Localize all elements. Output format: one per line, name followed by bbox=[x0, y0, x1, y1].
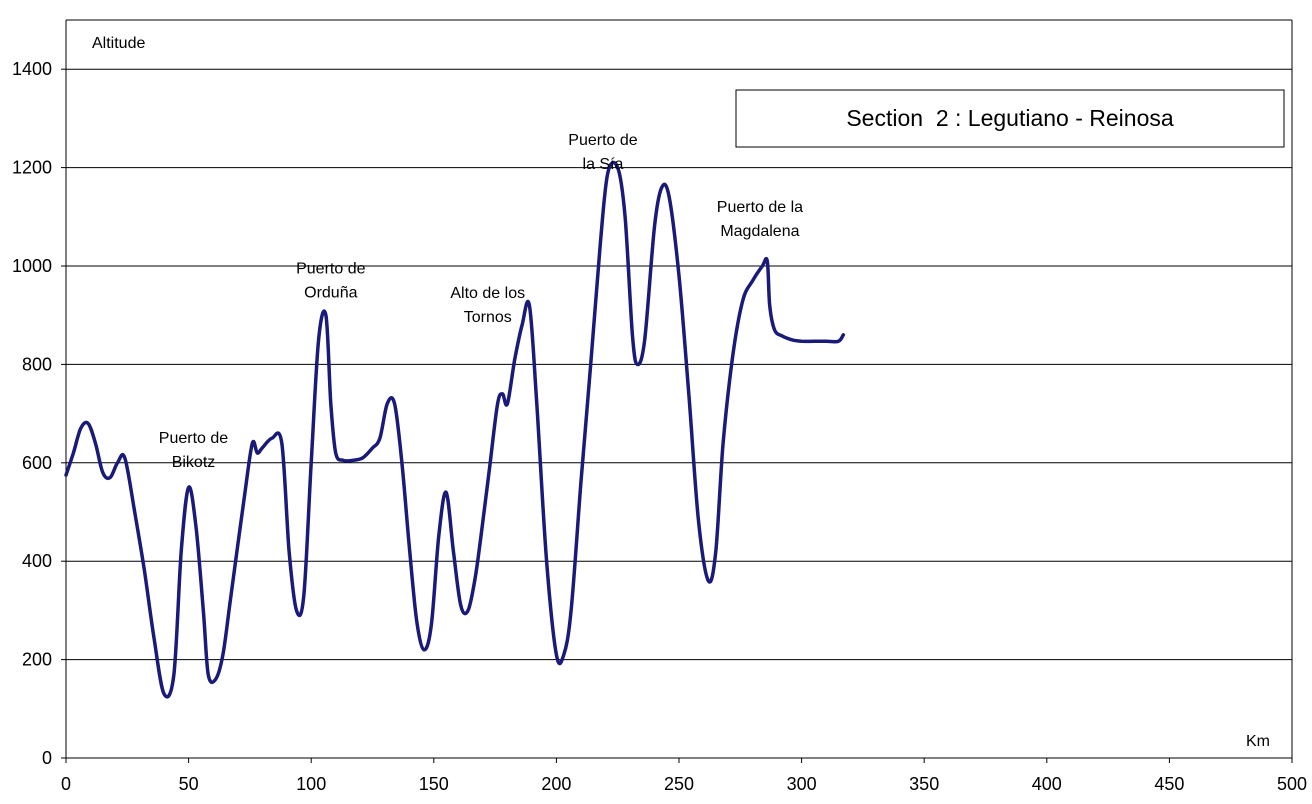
x-tick-label: 0 bbox=[61, 774, 71, 794]
gridlines bbox=[66, 68, 1292, 661]
annotation-pass: Puerto de la Magdalena bbox=[717, 199, 803, 240]
annotation-line: la Sía bbox=[583, 156, 624, 173]
x-tick-label: 250 bbox=[664, 774, 694, 794]
x-tick-label: 100 bbox=[296, 774, 326, 794]
y-tick-label: 1000 bbox=[12, 256, 52, 276]
annotation-pass: Puerto de la Sía bbox=[568, 132, 637, 173]
x-tick-label: 400 bbox=[1032, 774, 1062, 794]
y-tick-label: 200 bbox=[22, 650, 52, 670]
x-tick-label: 50 bbox=[179, 774, 199, 794]
annotation-line: Bikotz bbox=[172, 454, 216, 471]
x-tick-label: 350 bbox=[909, 774, 939, 794]
y-tick-labels: 0 200 400 600 800 1000 1200 1400 bbox=[12, 59, 66, 768]
altitude-series bbox=[64, 160, 846, 699]
axes bbox=[65, 19, 1293, 759]
annotation-line: Puerto de bbox=[159, 430, 228, 447]
y-tick-label: 0 bbox=[42, 748, 52, 768]
x-tick-label: 300 bbox=[787, 774, 817, 794]
x-tick-label: 150 bbox=[419, 774, 449, 794]
x-tick-label: 450 bbox=[1154, 774, 1184, 794]
pass-annotations: Puerto de Bikotz Puerto de Orduña Alto de lo… bbox=[159, 132, 803, 471]
annotation-line: Puerto de bbox=[296, 260, 365, 277]
annotation-line: Puerto de la bbox=[717, 199, 803, 216]
annotation-line: Orduña bbox=[304, 284, 357, 301]
x-tick-label: 200 bbox=[541, 774, 571, 794]
y-tick-label: 400 bbox=[22, 551, 52, 571]
x-tick-label: 500 bbox=[1277, 774, 1307, 794]
annotation-line: Tornos bbox=[464, 309, 512, 326]
annotation-pass: Alto de los Tornos bbox=[450, 285, 525, 326]
x-tick-labels: 0 50 100 150 200 250 300 350 400 450 500 bbox=[61, 758, 1307, 794]
y-tick-label: 800 bbox=[22, 354, 52, 374]
series-line-altitude bbox=[64, 160, 846, 699]
title-box: Section 2 : Legutiano - Reinosa bbox=[735, 89, 1285, 148]
x-axis-label: Km bbox=[1246, 733, 1270, 750]
annotation-line: Puerto de bbox=[568, 132, 637, 149]
annotation-pass: Puerto de Orduña bbox=[296, 260, 365, 301]
annotation-line: Alto de los bbox=[450, 285, 525, 302]
y-tick-label: 1400 bbox=[12, 59, 52, 79]
y-axis-label: Altitude bbox=[92, 35, 145, 52]
annotation-line: Magdalena bbox=[720, 223, 799, 240]
annotation-pass: Puerto de Bikotz bbox=[159, 430, 228, 471]
y-tick-label: 1200 bbox=[12, 158, 52, 178]
y-tick-label: 600 bbox=[22, 453, 52, 473]
chart-title: Section 2 : Legutiano - Reinosa bbox=[846, 105, 1174, 131]
title-box-frame bbox=[735, 89, 1285, 148]
